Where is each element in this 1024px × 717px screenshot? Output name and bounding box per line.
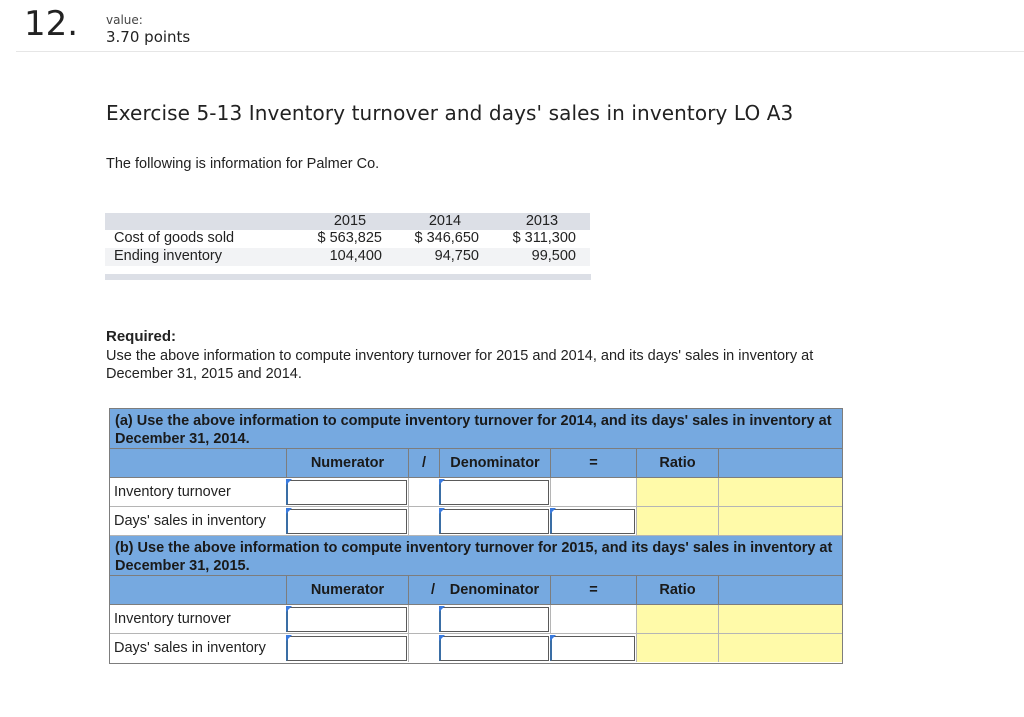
points-value: 3.70 points [106,28,191,46]
denominator-field[interactable] [441,510,548,533]
equals-cell [550,478,636,506]
value-label: value: [106,13,143,27]
table-cell: 99,500 [531,248,576,264]
denominator-field[interactable] [441,608,548,631]
numerator-field[interactable] [288,481,406,504]
part-b-row-inventory-turnover: Inventory turnover [110,605,842,634]
intro-text: The following is information for Palmer … [106,156,380,172]
denominator-input[interactable] [439,606,549,632]
part-b-header-row: Numerator / Denominator = Ratio [110,576,842,605]
ratio-extra-cell [718,634,842,662]
row-label: Inventory turnover [114,611,231,627]
equals-header: = [550,576,636,604]
denominator-input[interactable] [439,635,549,661]
numerator-field[interactable] [288,637,406,660]
required-text: Use the above information to compute inv… [106,348,814,382]
info-table-footer-bar [105,274,591,280]
ratio-extra-cell [718,478,842,506]
info-table-header: 2015 2014 2013 [105,213,590,230]
numerator-input[interactable] [286,635,407,661]
ratio-cell [636,507,718,535]
table-cell: $ 346,650 [414,230,479,246]
table-cell: $ 563,825 [317,230,382,246]
numerator-header: Numerator [286,576,408,604]
info-table: 2015 2014 2013 Cost of goods sold $ 563,… [105,213,591,280]
equals-input[interactable] [550,635,635,661]
exercise-title: Exercise 5-13 Inventory turnover and day… [106,101,794,125]
part-a-row-inventory-turnover: Inventory turnover [110,478,842,507]
row-label: Days' sales in inventory [114,640,266,656]
answer-grid: (a) Use the above information to compute… [109,408,843,664]
denominator-field[interactable] [441,637,548,660]
year-header: 2014 [428,213,462,229]
equals-header: = [550,449,636,477]
table-cell: 94,750 [434,248,479,264]
row-label: Inventory turnover [114,484,231,500]
numerator-input[interactable] [286,479,407,505]
equals-input[interactable] [550,508,635,534]
info-table-row: Cost of goods sold $ 563,825 $ 346,650 $… [105,230,590,248]
ratio-extra-header [718,449,842,477]
part-a-header-row: Numerator / Denominator = Ratio [110,449,842,478]
ratio-cell [636,634,718,662]
header-divider [16,51,1024,52]
numerator-field[interactable] [288,510,406,533]
divide-cell [408,507,439,535]
ratio-extra-cell [718,605,842,633]
divide-cell [408,478,439,506]
ratio-cell [636,478,718,506]
ratio-header: Ratio [636,576,718,604]
info-table-row: Ending inventory 104,400 94,750 99,500 [105,248,590,266]
ratio-header: Ratio [636,449,718,477]
ratio-extra-cell [718,507,842,535]
denominator-field[interactable] [441,481,548,504]
question-number: 12. [24,4,79,44]
ratio-extra-header [718,576,842,604]
divide-cell [408,634,439,662]
year-header: 2015 [333,213,367,229]
part-a-instruction: (a) Use the above information to compute… [110,409,842,449]
required-heading: Required: [106,328,177,345]
numerator-input[interactable] [286,606,407,632]
part-a-row-days-sales: Days' sales in inventory [110,507,842,536]
divide-header: / [408,576,439,604]
divide-cell [408,605,439,633]
numerator-field[interactable] [288,608,406,631]
table-cell: 104,400 [329,248,382,264]
divide-header: / [408,449,439,477]
denominator-input[interactable] [439,508,549,534]
part-b-instruction: (b) Use the above information to compute… [110,536,842,576]
ratio-cell [636,605,718,633]
row-label: Ending inventory [114,248,223,264]
numerator-input[interactable] [286,508,407,534]
denominator-input[interactable] [439,479,549,505]
equals-field[interactable] [552,510,634,533]
numerator-header: Numerator [286,449,408,477]
denominator-header: Denominator [439,449,550,477]
equals-cell [550,605,636,633]
denominator-header: Denominator [449,582,540,598]
row-label: Cost of goods sold [114,230,235,246]
equals-field[interactable] [552,637,634,660]
row-label: Days' sales in inventory [114,513,266,529]
year-header: 2013 [525,213,559,229]
table-cell: $ 311,300 [512,230,576,246]
part-b-row-days-sales: Days' sales in inventory [110,634,842,663]
